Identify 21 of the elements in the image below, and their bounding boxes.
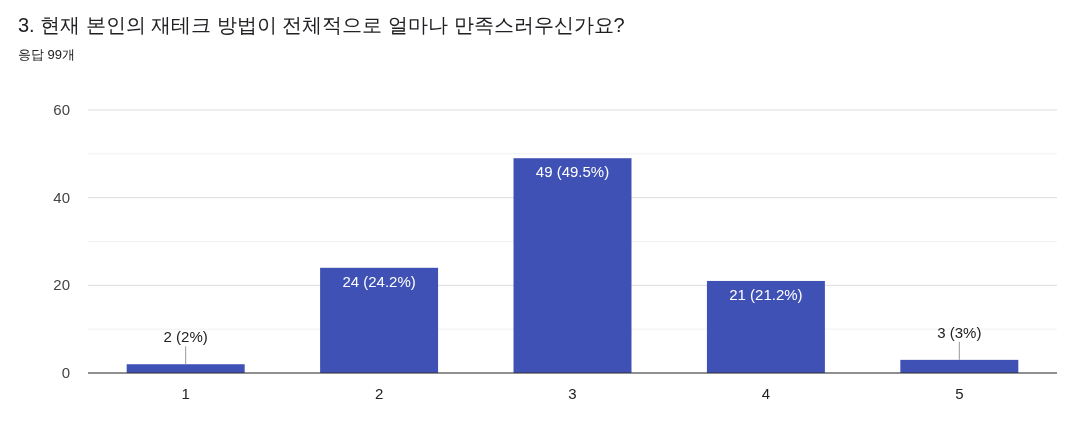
chart-title: 3. 현재 본인의 재테크 방법이 전체적으로 얼마나 만족스러우신가요? — [18, 14, 625, 36]
x-tick-label: 2 — [374, 385, 384, 402]
data-label: 24 (24.2%) — [342, 272, 416, 290]
y-tick-label: 0 — [61, 364, 70, 381]
bar — [320, 267, 439, 373]
data-label: 2 (2%) — [163, 328, 208, 346]
bar — [126, 364, 245, 373]
y-tick-label: 20 — [53, 276, 70, 294]
x-tick-label: 5 — [955, 385, 964, 402]
x-tick-label: 4 — [761, 385, 771, 402]
x-tick-label: 1 — [181, 385, 190, 402]
x-tick-label: 3 — [568, 385, 577, 402]
bar — [513, 158, 632, 373]
y-tick-label: 60 — [53, 101, 70, 118]
chart-subtitle: 응답 99개 — [18, 47, 76, 62]
data-label: 49 (49.5%) — [535, 163, 610, 181]
bar — [706, 280, 825, 373]
data-label: 3 (3%) — [937, 323, 982, 341]
data-label: 21 (21.2%) — [729, 285, 803, 303]
y-tick-label: 40 — [53, 188, 70, 206]
bar — [900, 359, 1019, 373]
